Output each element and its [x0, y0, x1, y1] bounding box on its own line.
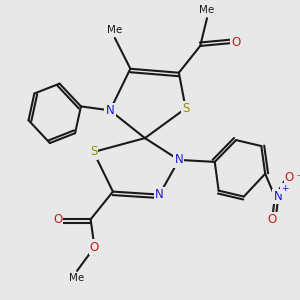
Text: N: N	[273, 190, 282, 203]
Text: +: +	[281, 184, 288, 193]
Text: Me: Me	[69, 273, 85, 283]
Text: -: -	[296, 171, 300, 180]
Text: O: O	[267, 213, 277, 226]
Text: O: O	[232, 37, 241, 50]
Text: N: N	[175, 153, 183, 167]
Text: S: S	[182, 102, 189, 115]
Text: N: N	[155, 188, 164, 201]
Text: S: S	[90, 146, 97, 158]
Text: O: O	[90, 241, 99, 254]
Text: O: O	[53, 213, 62, 226]
Text: Me: Me	[200, 5, 214, 15]
Text: O: O	[285, 171, 294, 184]
Text: Me: Me	[107, 25, 122, 35]
Text: N: N	[106, 104, 114, 117]
